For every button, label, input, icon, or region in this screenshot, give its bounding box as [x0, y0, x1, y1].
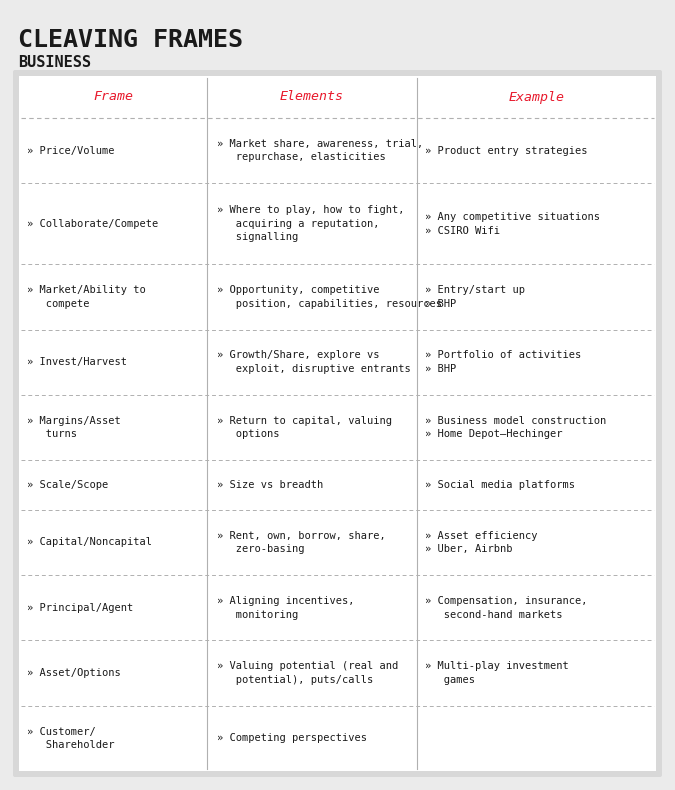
Text: » Rent, own, borrow, share,
   zero-basing: » Rent, own, borrow, share, zero-basing [217, 531, 385, 555]
Text: Example: Example [508, 91, 564, 103]
FancyBboxPatch shape [207, 76, 417, 771]
Text: » Asset/Options: » Asset/Options [27, 668, 121, 678]
FancyBboxPatch shape [13, 70, 662, 777]
Text: » Collaborate/Compete: » Collaborate/Compete [27, 219, 158, 229]
Text: Elements: Elements [280, 91, 344, 103]
Text: » Customer/
   Shareholder: » Customer/ Shareholder [27, 727, 115, 750]
FancyBboxPatch shape [19, 76, 207, 771]
Text: » Opportunity, competitive
   position, capabilities, resources: » Opportunity, competitive position, cap… [217, 285, 442, 309]
Text: » Portfolio of activities
» BHP: » Portfolio of activities » BHP [425, 351, 581, 374]
Text: » Compensation, insurance,
   second-hand markets: » Compensation, insurance, second-hand m… [425, 596, 588, 619]
FancyBboxPatch shape [417, 76, 656, 771]
Text: » Invest/Harvest: » Invest/Harvest [27, 357, 127, 367]
Text: » Competing perspectives: » Competing perspectives [217, 733, 367, 743]
Text: » Product entry strategies: » Product entry strategies [425, 145, 588, 156]
Text: » Principal/Agent: » Principal/Agent [27, 603, 133, 613]
Text: » Scale/Scope: » Scale/Scope [27, 480, 108, 490]
Text: » Capital/Noncapital: » Capital/Noncapital [27, 537, 152, 547]
Text: » Size vs breadth: » Size vs breadth [217, 480, 323, 490]
Text: » Price/Volume: » Price/Volume [27, 145, 115, 156]
Text: » Margins/Asset
   turns: » Margins/Asset turns [27, 416, 121, 439]
Text: » Growth/Share, explore vs
   exploit, disruptive entrants: » Growth/Share, explore vs exploit, disr… [217, 351, 410, 374]
Text: » Return to capital, valuing
   options: » Return to capital, valuing options [217, 416, 392, 439]
Text: » Where to play, how to fight,
   acquiring a reputation,
   signalling: » Where to play, how to fight, acquiring… [217, 205, 404, 243]
Text: » Business model construction
» Home Depot–Hechinger: » Business model construction » Home Dep… [425, 416, 606, 439]
Text: Frame: Frame [93, 91, 133, 103]
Text: » Any competitive situations
» CSIRO Wifi: » Any competitive situations » CSIRO Wif… [425, 212, 600, 235]
Text: » Aligning incentives,
   monitoring: » Aligning incentives, monitoring [217, 596, 354, 619]
Text: » Entry/start up
» BHP: » Entry/start up » BHP [425, 285, 525, 309]
Text: » Valuing potential (real and
   potential), puts/calls: » Valuing potential (real and potential)… [217, 661, 398, 685]
Text: » Market share, awareness, trial,
   repurchase, elasticities: » Market share, awareness, trial, repurc… [217, 139, 423, 163]
Text: » Social media platforms: » Social media platforms [425, 480, 575, 490]
Text: CLEAVING FRAMES: CLEAVING FRAMES [18, 28, 243, 52]
Text: BUSINESS: BUSINESS [18, 55, 91, 70]
Text: » Asset efficiency
» Uber, Airbnb: » Asset efficiency » Uber, Airbnb [425, 531, 537, 555]
Text: » Multi-play investment
   games: » Multi-play investment games [425, 661, 569, 685]
Text: » Market/Ability to
   compete: » Market/Ability to compete [27, 285, 146, 309]
